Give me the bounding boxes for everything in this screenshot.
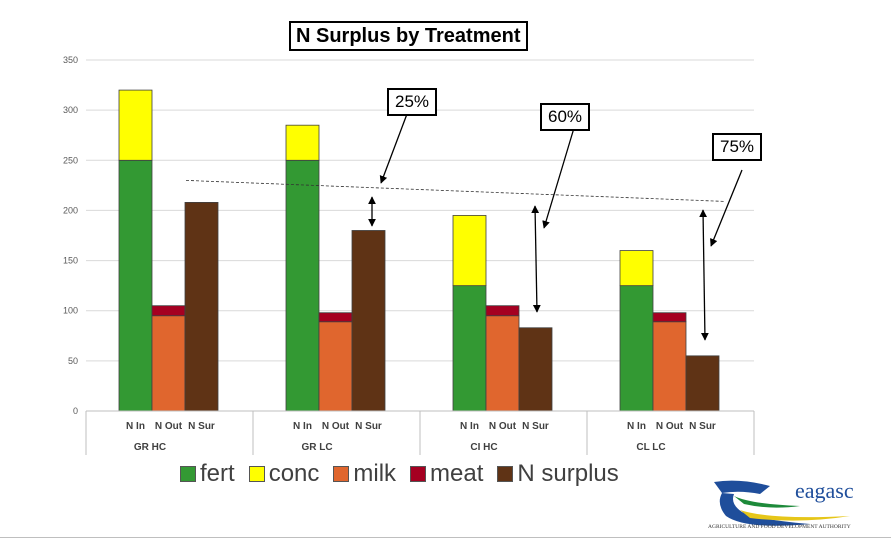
chart-title: N Surplus by Treatment (289, 21, 528, 51)
group-label-gr-hc: GR HC (134, 442, 166, 453)
legend-label-meat: meat (430, 460, 484, 487)
bar-label-ci-hc-2: N Sur (522, 421, 549, 432)
legend-item-n-surplus: N surplus (497, 460, 619, 488)
bar-label-ci-hc-1: N Out (489, 421, 517, 432)
group-label-cl-lc: CL LC (636, 442, 665, 453)
bar-fert-gr-hc (118, 159, 153, 412)
callout-75: 75% (712, 133, 763, 161)
bar-nsurplus-cl-lc (685, 355, 720, 412)
legend-label-conc: conc (268, 460, 320, 487)
bar-milk-cl-lc (652, 321, 687, 412)
y-tick-label-50: 50 (68, 356, 78, 366)
pointer-arrow-60 (542, 127, 575, 229)
group-label-ci-hc: CI HC (470, 442, 497, 453)
y-tick-label-300: 300 (63, 105, 78, 115)
y-tick-label-250: 250 (63, 155, 78, 165)
bar-fert-gr-lc (285, 159, 320, 412)
bar-meat-cl-lc (652, 312, 687, 323)
footer-divider (0, 537, 891, 538)
bar-label-cl-lc-2: N Sur (689, 421, 716, 432)
legend-item-fert: fert (180, 460, 235, 488)
legend-swatch-conc (248, 466, 265, 482)
bar-nsurplus-gr-lc (351, 230, 386, 412)
bar-label-cl-lc-0: N In (627, 421, 646, 432)
legend-label-fert: fert (200, 460, 235, 487)
legend-swatch-milk (333, 466, 350, 482)
chart-legend: fert conc milk meat N surplus (180, 460, 633, 488)
teagasc-logo: eagasc AGRICULTURE AND FOOD DEVELOPMENT … (708, 478, 854, 530)
pointer-arrow-25 (379, 113, 408, 184)
bar-nsurplus-ci-hc (518, 327, 553, 412)
bar-nsurplus-gr-hc (184, 202, 219, 412)
bar-label-cl-lc-1: N Out (656, 421, 684, 432)
bar-milk-gr-lc (318, 321, 353, 412)
bar-fert-ci-hc (452, 285, 487, 412)
y-tick-label-0: 0 (73, 406, 78, 416)
logo-subtitle: AGRICULTURE AND FOOD DEVELOPMENT AUTHORI… (708, 524, 851, 530)
reference-dashed-line (185, 179, 725, 202)
legend-item-meat: meat (410, 460, 483, 488)
legend-swatch-meat (410, 466, 427, 482)
double-arrow-ci-hc (531, 205, 541, 313)
legend-label-n-surplus: N surplus (517, 460, 619, 487)
y-tick-label-350: 350 (63, 55, 78, 65)
legend-label-milk: milk (353, 460, 397, 487)
bar-milk-ci-hc (485, 315, 520, 412)
bar-conc-ci-hc (452, 215, 487, 287)
bar-meat-gr-hc (151, 305, 186, 317)
bar-milk-gr-hc (151, 315, 186, 412)
bar-label-gr-lc-2: N Sur (355, 421, 382, 432)
legend-item-conc: conc (248, 460, 320, 488)
chart-annotations (185, 113, 743, 341)
legend-swatch-n-surplus (497, 466, 514, 482)
chart-bars (118, 89, 720, 412)
y-tick-label-150: 150 (63, 256, 78, 266)
bar-meat-ci-hc (485, 305, 520, 317)
bar-conc-gr-hc (118, 89, 153, 161)
pointer-arrow-75 (710, 169, 743, 247)
bar-label-gr-hc-0: N In (126, 421, 145, 432)
bar-fert-cl-lc (619, 285, 654, 412)
bar-label-gr-hc-1: N Out (155, 421, 183, 432)
bar-label-ci-hc-0: N In (460, 421, 479, 432)
chart-axes: 0 50 100 150 200 250 300 350 N In N Out N Sur GR HC… (63, 55, 755, 455)
bar-label-gr-hc-2: N Sur (188, 421, 215, 432)
y-tick-label-200: 200 (63, 205, 78, 215)
bar-conc-cl-lc (619, 250, 654, 287)
y-tick-label-100: 100 (63, 306, 78, 316)
legend-swatch-fert (180, 466, 196, 482)
bar-meat-gr-lc (318, 312, 353, 323)
logo-wordmark: eagasc (795, 478, 854, 503)
bar-conc-gr-lc (285, 124, 320, 161)
double-arrow-cl-lc (699, 209, 709, 341)
group-label-gr-lc: GR LC (301, 442, 332, 453)
callout-25: 25% (387, 88, 438, 116)
bar-label-gr-lc-1: N Out (322, 421, 350, 432)
bar-label-gr-lc-0: N In (293, 421, 312, 432)
legend-item-milk: milk (333, 460, 396, 488)
callout-60: 60% (540, 103, 591, 131)
